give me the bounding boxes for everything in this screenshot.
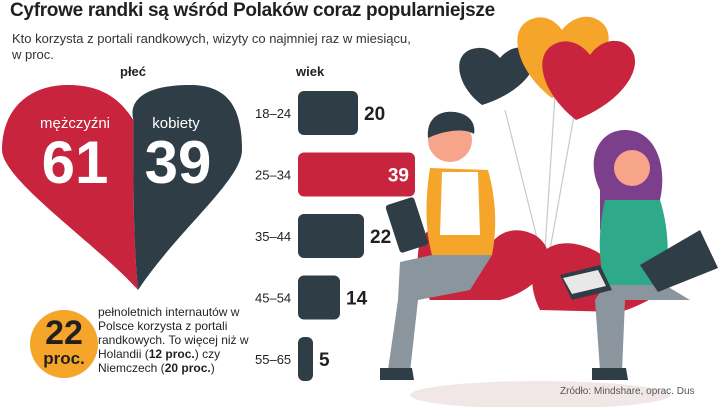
- age-bar-value: 22: [370, 227, 391, 248]
- share-badge-unit: proc.: [43, 349, 85, 368]
- heart-slice-men: [2, 85, 138, 290]
- age-category-label: 35–44: [255, 229, 291, 244]
- age-category-label: 55–65: [255, 352, 291, 367]
- slice-value-men: 61: [42, 129, 109, 196]
- illustration: [380, 16, 718, 407]
- age-bar: [298, 152, 415, 197]
- share-note-line2c: ): [210, 361, 215, 375]
- age-bar-value: 39: [388, 166, 409, 187]
- page-title: Cyfrowe randki są wśród Polaków coraz po…: [10, 0, 495, 21]
- age-bar: [298, 337, 313, 381]
- age-bar-value: 14: [346, 289, 368, 310]
- floor-shadow: [410, 381, 670, 407]
- share-note-line1: pełnoletnich internautów w Polsce korzys…: [98, 305, 240, 347]
- age-bar: [298, 275, 340, 320]
- age-bar-value: 20: [364, 104, 385, 125]
- slice-value-women: 39: [145, 129, 212, 196]
- share-note-line2b: ) czy Niemczech (: [98, 347, 221, 375]
- age-chart-title: wiek: [296, 64, 325, 79]
- gender-heart-chart: mężczyźni 61 kobiety 39: [2, 85, 242, 290]
- heart-slice-women: [132, 85, 242, 290]
- age-bar: [298, 91, 358, 135]
- age-bar-value: 5: [319, 350, 330, 371]
- gender-chart-title: płeć: [120, 64, 147, 79]
- source-note: Źródło: Mindshare, oprac. Dus: [560, 386, 695, 397]
- subtitle: Kto korzysta z portali randkowych, wizyt…: [12, 31, 411, 62]
- share-note-line2a: To więcej niż w Holandii (: [98, 333, 249, 361]
- age-category-label: 45–54: [255, 291, 291, 306]
- share-note-de-value: 20 proc.: [164, 361, 211, 375]
- share-badge-value: 22: [45, 314, 83, 352]
- heart-balloon-dark: [459, 47, 535, 105]
- age-bar-chart: 18–24 20 25–34 39 35–44 22 45–54 14 55–65 5: [255, 91, 415, 381]
- slice-label-men: mężczyźni: [40, 115, 110, 132]
- slice-label-women: kobiety: [152, 115, 200, 132]
- age-category-label: 18–24: [255, 106, 291, 121]
- age-bar: [298, 214, 364, 258]
- girl-figure: [560, 130, 718, 380]
- share-note: pełnoletnich internautów w Polsce korzys…: [98, 305, 273, 375]
- share-badge: 22 proc.: [30, 310, 98, 378]
- heart-balloon-red: [542, 40, 636, 121]
- share-note-nl-value: 12 proc.: [148, 347, 195, 361]
- age-category-label: 25–34: [255, 168, 291, 183]
- boy-figure: [380, 111, 496, 380]
